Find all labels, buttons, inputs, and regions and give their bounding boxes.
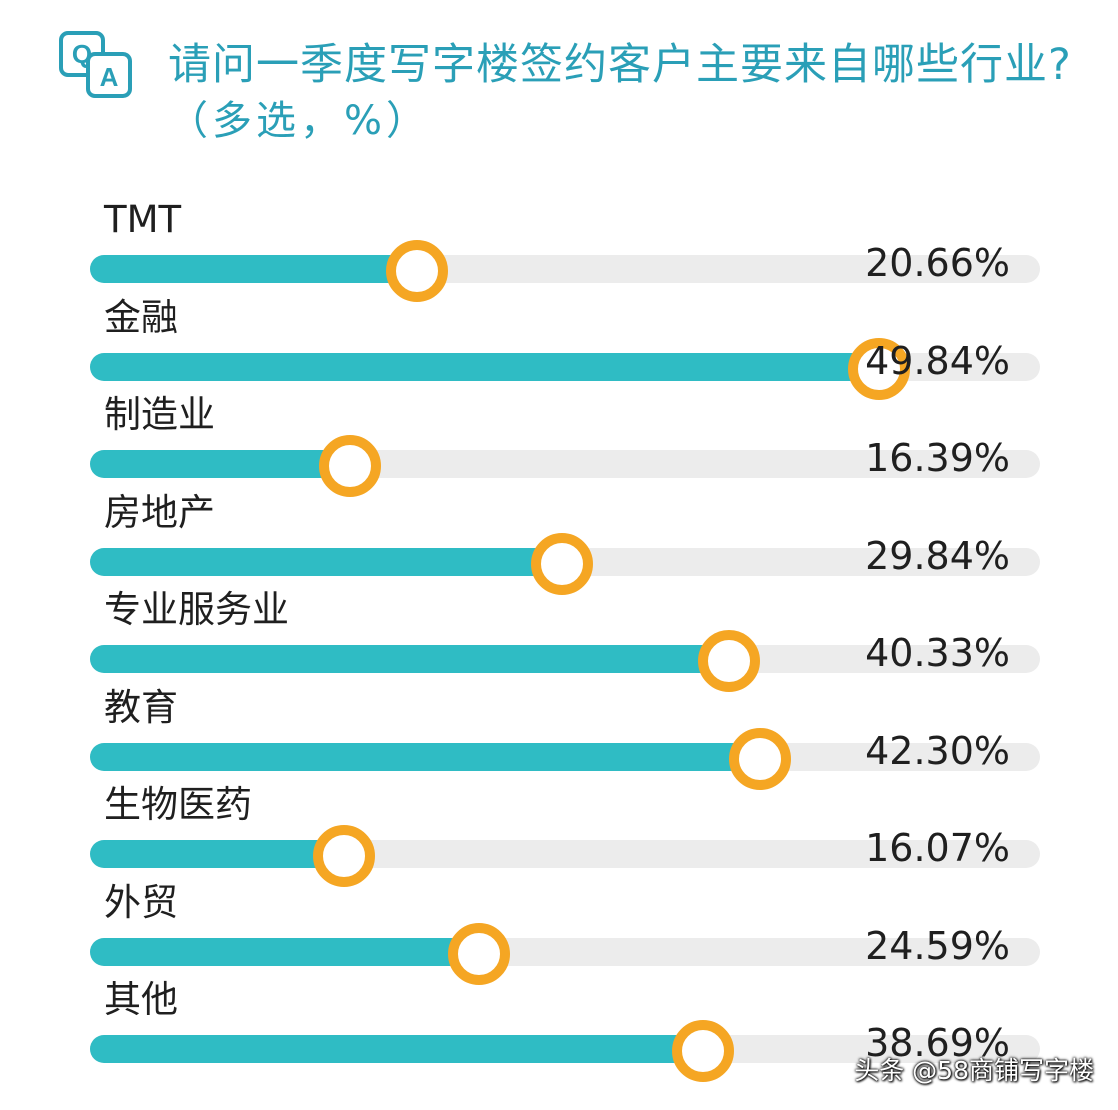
chart-title: 请问一季度写字楼签约客户主要来自哪些行业? (168, 40, 1072, 90)
bar-row: TMT 20.66% (0, 198, 1118, 302)
bar-end-marker (448, 922, 510, 985)
category-label: 房地产 (104, 490, 215, 534)
value-label: 20.66% (865, 241, 1010, 285)
value-label: 40.33% (865, 631, 1010, 675)
bar-track (90, 922, 1040, 985)
bar-end-marker (313, 825, 375, 887)
bar-row: 专业服务业 40.33% (0, 588, 1118, 692)
bar-fill (90, 840, 344, 868)
bar-end-marker (729, 727, 791, 790)
value-label: 24.59% (865, 923, 1010, 968)
category-label: 金融 (104, 295, 178, 339)
value-label: 16.07% (865, 826, 1010, 870)
category-label: 教育 (104, 685, 178, 729)
bar-end-marker (531, 532, 593, 595)
value-label: 29.84% (865, 533, 1010, 578)
bar-track (90, 727, 1040, 790)
bar-fill (90, 645, 729, 673)
bar-row: 金融 49.84% (0, 295, 1118, 400)
category-label: 其他 (104, 978, 178, 1021)
bar-row: 房地产 29.84% (0, 490, 1118, 595)
bar-row: 生物医药 16.07% (0, 783, 1118, 887)
bar-row: 外贸 24.59% (0, 880, 1118, 985)
bar-row: 其他 38.69% (0, 978, 1118, 1082)
category-label: 生物医药 (104, 783, 252, 826)
bar-fill (90, 352, 879, 381)
value-label: 49.84% (865, 338, 1010, 383)
bar-track (90, 532, 1040, 595)
bar-end-marker (319, 435, 381, 497)
qa-icon-q: Q (72, 39, 92, 69)
bar-fill (90, 1035, 703, 1063)
value-label: 38.69% (865, 1021, 1010, 1065)
bar-track (90, 435, 1040, 497)
qa-icon: Q A (59, 31, 132, 98)
bar-fill (90, 450, 350, 478)
category-label: 专业服务业 (104, 588, 289, 631)
bar-track (90, 630, 1040, 692)
qa-icon-a: A (100, 62, 119, 92)
category-label: 制造业 (104, 393, 215, 436)
category-label: TMT (104, 198, 182, 241)
bar-fill (90, 547, 562, 576)
bar-track (90, 240, 1040, 302)
value-label: 16.39% (865, 436, 1010, 480)
chart-subtitle: （多选，%） (168, 98, 431, 144)
bar-row: 制造业 16.39% (0, 393, 1118, 497)
watermark: 头条 @58商铺写字楼 (854, 1056, 1094, 1085)
bar-track (90, 337, 1040, 400)
bar-end-marker (386, 240, 448, 302)
value-label: 42.30% (865, 728, 1010, 773)
category-label: 外贸 (104, 880, 178, 924)
bar-track (90, 825, 1040, 887)
bar-end-marker (672, 1020, 734, 1082)
bar-row: 教育 42.30% (0, 685, 1118, 790)
bar-track (90, 1020, 1040, 1082)
bar-fill (90, 937, 479, 966)
bar-fill (90, 742, 760, 771)
bar-fill (90, 255, 417, 283)
bar-end-marker (698, 630, 760, 692)
bar-end-marker (848, 337, 910, 400)
